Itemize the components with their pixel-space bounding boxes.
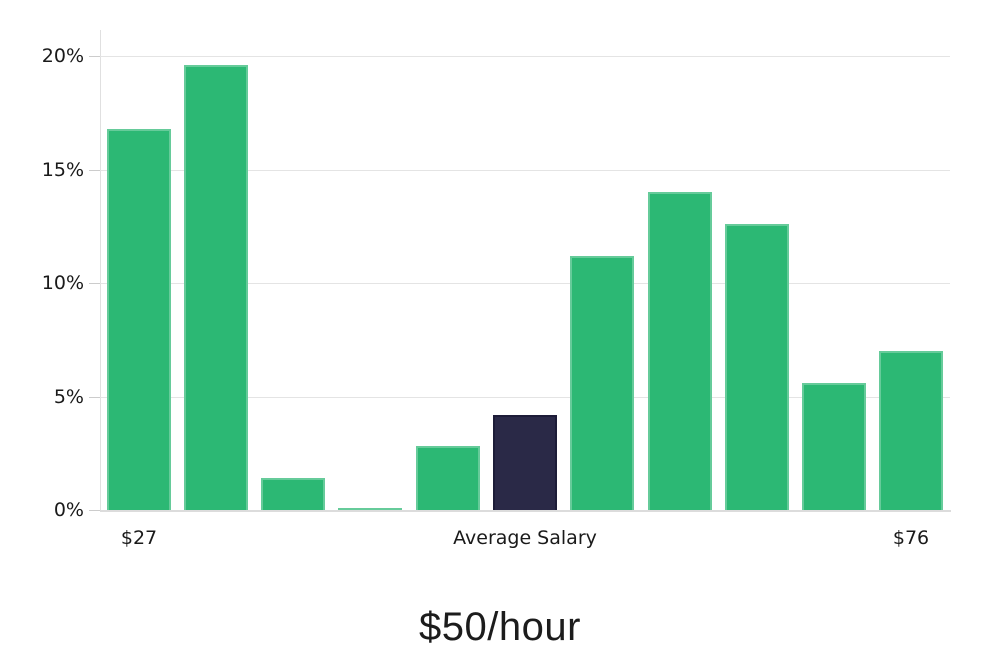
bar-0: [107, 129, 171, 510]
gridline-15%: [100, 169, 950, 171]
x-tick-label-average-salary: Average Salary: [453, 527, 597, 549]
gridline-10%: [100, 283, 950, 284]
y-tick-label: 5%: [53, 385, 84, 408]
y-tick-label: 20%: [41, 45, 84, 67]
y-tick-mark: [89, 283, 100, 284]
bar-10: [879, 351, 943, 510]
bar-3: [338, 508, 402, 510]
x-tick-label--76: $76: [892, 527, 930, 549]
bar-6: [570, 256, 634, 510]
y-tick-mark: [89, 396, 100, 398]
y-tick-label: 10%: [41, 272, 84, 294]
x-tick-label--27: $27: [120, 527, 158, 549]
bar-average-salary-highlight: [493, 415, 557, 510]
bar-7: [648, 192, 712, 510]
bar-1: [184, 65, 248, 510]
bar-9: [802, 383, 866, 510]
x-axis-line: [100, 510, 951, 512]
y-axis-line: [100, 30, 101, 511]
bar-8: [725, 224, 789, 510]
chart-title: $50/hour: [419, 605, 581, 649]
plot-area: [100, 30, 950, 510]
y-tick-mark: [89, 510, 100, 511]
bar-2: [261, 478, 325, 510]
y-tick-label: 0%: [53, 499, 84, 521]
y-tick-mark: [89, 56, 100, 57]
gridline-20%: [100, 56, 950, 57]
gridline-5%: [100, 396, 950, 398]
bar-4: [416, 446, 480, 510]
y-tick-label: 15%: [41, 158, 84, 181]
y-tick-mark: [89, 169, 100, 171]
